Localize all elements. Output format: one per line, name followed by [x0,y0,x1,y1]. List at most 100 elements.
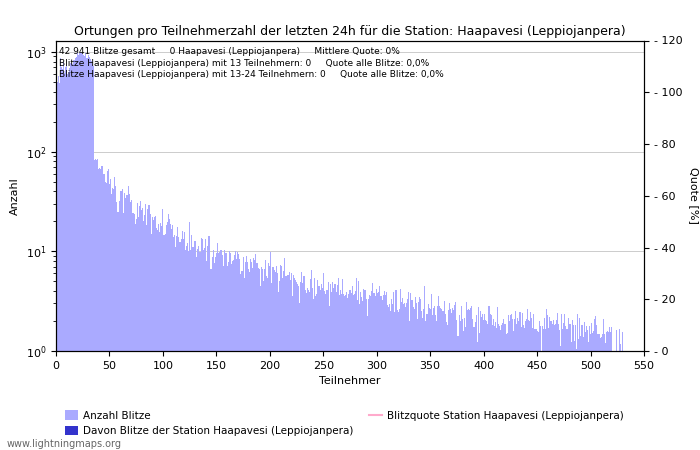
Bar [494,326,495,450]
Bar [153,220,154,450]
Bar [560,346,561,450]
Bar [392,304,393,450]
Bar [170,224,171,450]
Bar [188,252,189,450]
Bar [92,63,93,450]
Bar [88,55,89,450]
Bar [505,334,507,450]
Bar [375,296,376,450]
Bar [314,279,315,450]
Bar [363,289,365,450]
Bar [354,294,355,450]
Bar [223,266,225,450]
Bar [456,320,457,450]
Bar [353,295,354,450]
Bar [455,302,456,450]
Bar [374,292,375,450]
Bar [627,351,629,450]
Bar [495,322,496,450]
Bar [247,262,248,450]
Bar [233,260,234,450]
Bar [248,269,249,450]
Bar [607,331,608,450]
Bar [344,297,345,450]
Bar [589,327,590,450]
Bar [453,310,454,450]
Bar [516,324,517,450]
Bar [357,300,358,450]
Bar [500,330,501,450]
Bar [204,248,205,450]
Bar [256,263,258,450]
Bar [319,290,321,450]
Bar [639,351,640,450]
Bar [479,333,480,450]
Bar [187,243,188,450]
Bar [372,284,373,450]
Bar [229,251,230,450]
Bar [298,286,299,450]
Bar [138,216,139,450]
Bar [288,272,290,450]
Bar [191,235,193,450]
Bar [422,318,423,450]
Bar [613,351,615,450]
Bar [250,259,251,450]
Bar [99,168,100,450]
Bar [416,319,418,450]
Bar [604,333,605,450]
Bar [280,265,281,450]
Bar [634,351,635,450]
Bar [631,351,633,450]
Bar [241,270,243,450]
Bar [609,327,610,450]
Bar [293,275,294,450]
Bar [78,55,79,450]
Bar [545,329,546,450]
Bar [616,330,617,450]
Bar [404,303,405,450]
Bar [175,247,176,450]
Bar [458,315,460,450]
Bar [414,297,416,450]
Bar [620,344,621,450]
Bar [377,293,378,450]
Bar [93,66,94,450]
Bar [125,198,126,450]
Bar [540,326,541,450]
Bar [83,54,84,450]
Bar [94,160,95,450]
Bar [537,331,538,450]
Bar [254,260,256,450]
Bar [436,321,437,450]
Bar [361,297,363,450]
Bar [264,270,265,450]
Bar [156,228,157,450]
Bar [444,314,446,450]
Bar [211,257,213,450]
Bar [542,326,543,450]
Bar [316,294,317,450]
Bar [243,257,244,450]
Bar [600,338,601,450]
Bar [98,169,99,450]
Bar [159,232,160,450]
Bar [260,267,262,450]
Bar [235,251,236,450]
Bar [393,292,394,450]
Bar [294,278,295,450]
Bar [299,303,300,450]
Bar [491,324,493,450]
Bar [503,320,505,450]
Bar [480,311,481,450]
Bar [279,281,280,450]
Bar [378,292,379,450]
Bar [134,224,136,450]
Bar [635,351,636,450]
Bar [318,286,319,450]
Bar [603,319,604,450]
Bar [332,282,333,450]
Bar [225,253,227,450]
Bar [73,60,74,450]
Bar [205,239,206,450]
